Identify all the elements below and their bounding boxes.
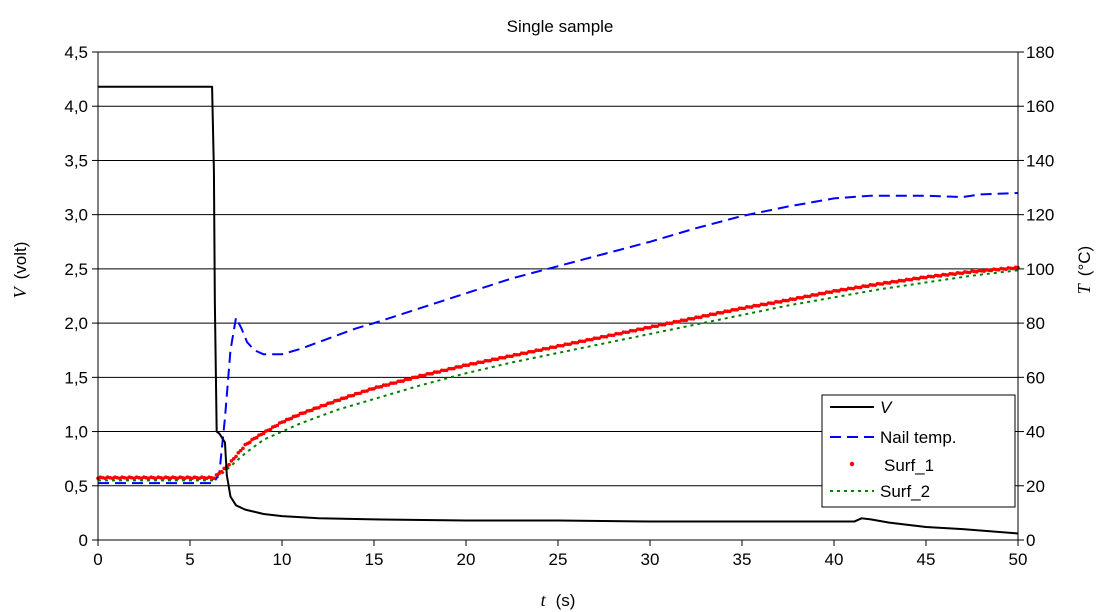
data-point — [282, 419, 287, 424]
y-right-tick-label: 100 — [1026, 260, 1054, 279]
data-point — [241, 446, 245, 451]
y-right-tick-label: 40 — [1026, 423, 1045, 442]
data-point — [227, 462, 231, 467]
y-left-axis-title: V (volt) — [10, 242, 30, 299]
data-point — [229, 459, 234, 463]
data-point — [261, 431, 266, 436]
y-right-tick-label: 80 — [1026, 314, 1045, 333]
data-point — [238, 448, 243, 453]
y-left-tick-label: 4,5 — [64, 43, 88, 62]
data-point — [212, 476, 216, 481]
y-left-tick-label: 2,5 — [64, 260, 88, 279]
y-right-tick-label: 180 — [1026, 43, 1054, 62]
legend-label-nail-temp: Nail temp. — [880, 428, 957, 447]
grid — [98, 51, 1018, 487]
data-point — [217, 471, 221, 476]
data-point — [296, 413, 300, 418]
x-tick-label: 25 — [549, 550, 568, 569]
x-tick-label: 30 — [641, 550, 660, 569]
y-left-axis-unit: (volt) — [11, 242, 30, 280]
tick-labels: 00,51,01,52,02,53,03,54,04,5020406080100… — [64, 43, 1054, 569]
y-left-tick-label: 4,0 — [64, 97, 88, 116]
x-tick-label: 35 — [733, 550, 752, 569]
series-surf-1 — [96, 265, 1020, 481]
data-point — [222, 466, 227, 471]
data-point — [275, 423, 280, 428]
legend-label-surf-2: Surf_2 — [880, 482, 930, 501]
data-point — [231, 456, 236, 461]
x-tick-label: 50 — [1009, 550, 1028, 569]
y-left-tick-label: 0,5 — [64, 477, 88, 496]
data-point — [268, 427, 273, 432]
y-right-axis-title: T (°C) — [1074, 246, 1094, 294]
series-layer — [96, 85, 1020, 535]
chart-title: Single sample — [507, 17, 614, 36]
y-right-tick-label: 0 — [1026, 531, 1035, 550]
y-left-tick-label: 3,0 — [64, 206, 88, 225]
legend-box — [821, 394, 1016, 508]
y-right-tick-label: 20 — [1026, 477, 1045, 496]
data-point — [248, 440, 252, 445]
y-left-axis-symbol: V — [10, 285, 30, 298]
legend: V Nail temp. Surf_1 Surf_2 — [821, 394, 1016, 508]
y-right-tick-label: 60 — [1026, 368, 1045, 387]
axes — [92, 51, 1024, 546]
series-line-nail-temp — [98, 191, 1019, 485]
x-tick-label: 15 — [365, 550, 384, 569]
data-point — [236, 450, 241, 455]
y-right-tick-label: 160 — [1026, 97, 1054, 116]
x-axis-unit: (s) — [556, 591, 576, 610]
data-point — [254, 435, 259, 440]
x-tick-label: 45 — [917, 550, 936, 569]
x-tick-label: 20 — [457, 550, 476, 569]
data-point — [219, 469, 224, 474]
y-left-tick-label: 0 — [79, 531, 88, 550]
x-tick-label: 5 — [185, 550, 194, 569]
x-tick-label: 0 — [93, 550, 102, 569]
legend-label-surf-1: Surf_1 — [884, 456, 934, 475]
x-tick-label: 40 — [825, 550, 844, 569]
legend-label-v: V — [880, 398, 893, 417]
y-left-tick-label: 3,5 — [64, 151, 88, 170]
y-left-tick-label: 2,0 — [64, 314, 88, 333]
x-axis-title: t (s) — [541, 590, 576, 610]
y-left-tick-label: 1,5 — [64, 368, 88, 387]
x-axis-symbol: t — [541, 590, 547, 610]
data-point — [289, 416, 294, 421]
x-tick-label: 10 — [273, 550, 292, 569]
y-right-tick-label: 140 — [1026, 151, 1054, 170]
series-line-surf-2 — [98, 269, 1019, 482]
data-point — [234, 454, 238, 459]
y-right-tick-label: 120 — [1026, 206, 1054, 225]
series-line-v — [98, 85, 1019, 535]
y-left-tick-label: 1,0 — [64, 423, 88, 442]
y-right-axis-symbol: T — [1074, 282, 1094, 294]
legend-swatch-surf-1 — [849, 461, 855, 467]
y-right-axis-unit: (°C) — [1075, 246, 1094, 276]
